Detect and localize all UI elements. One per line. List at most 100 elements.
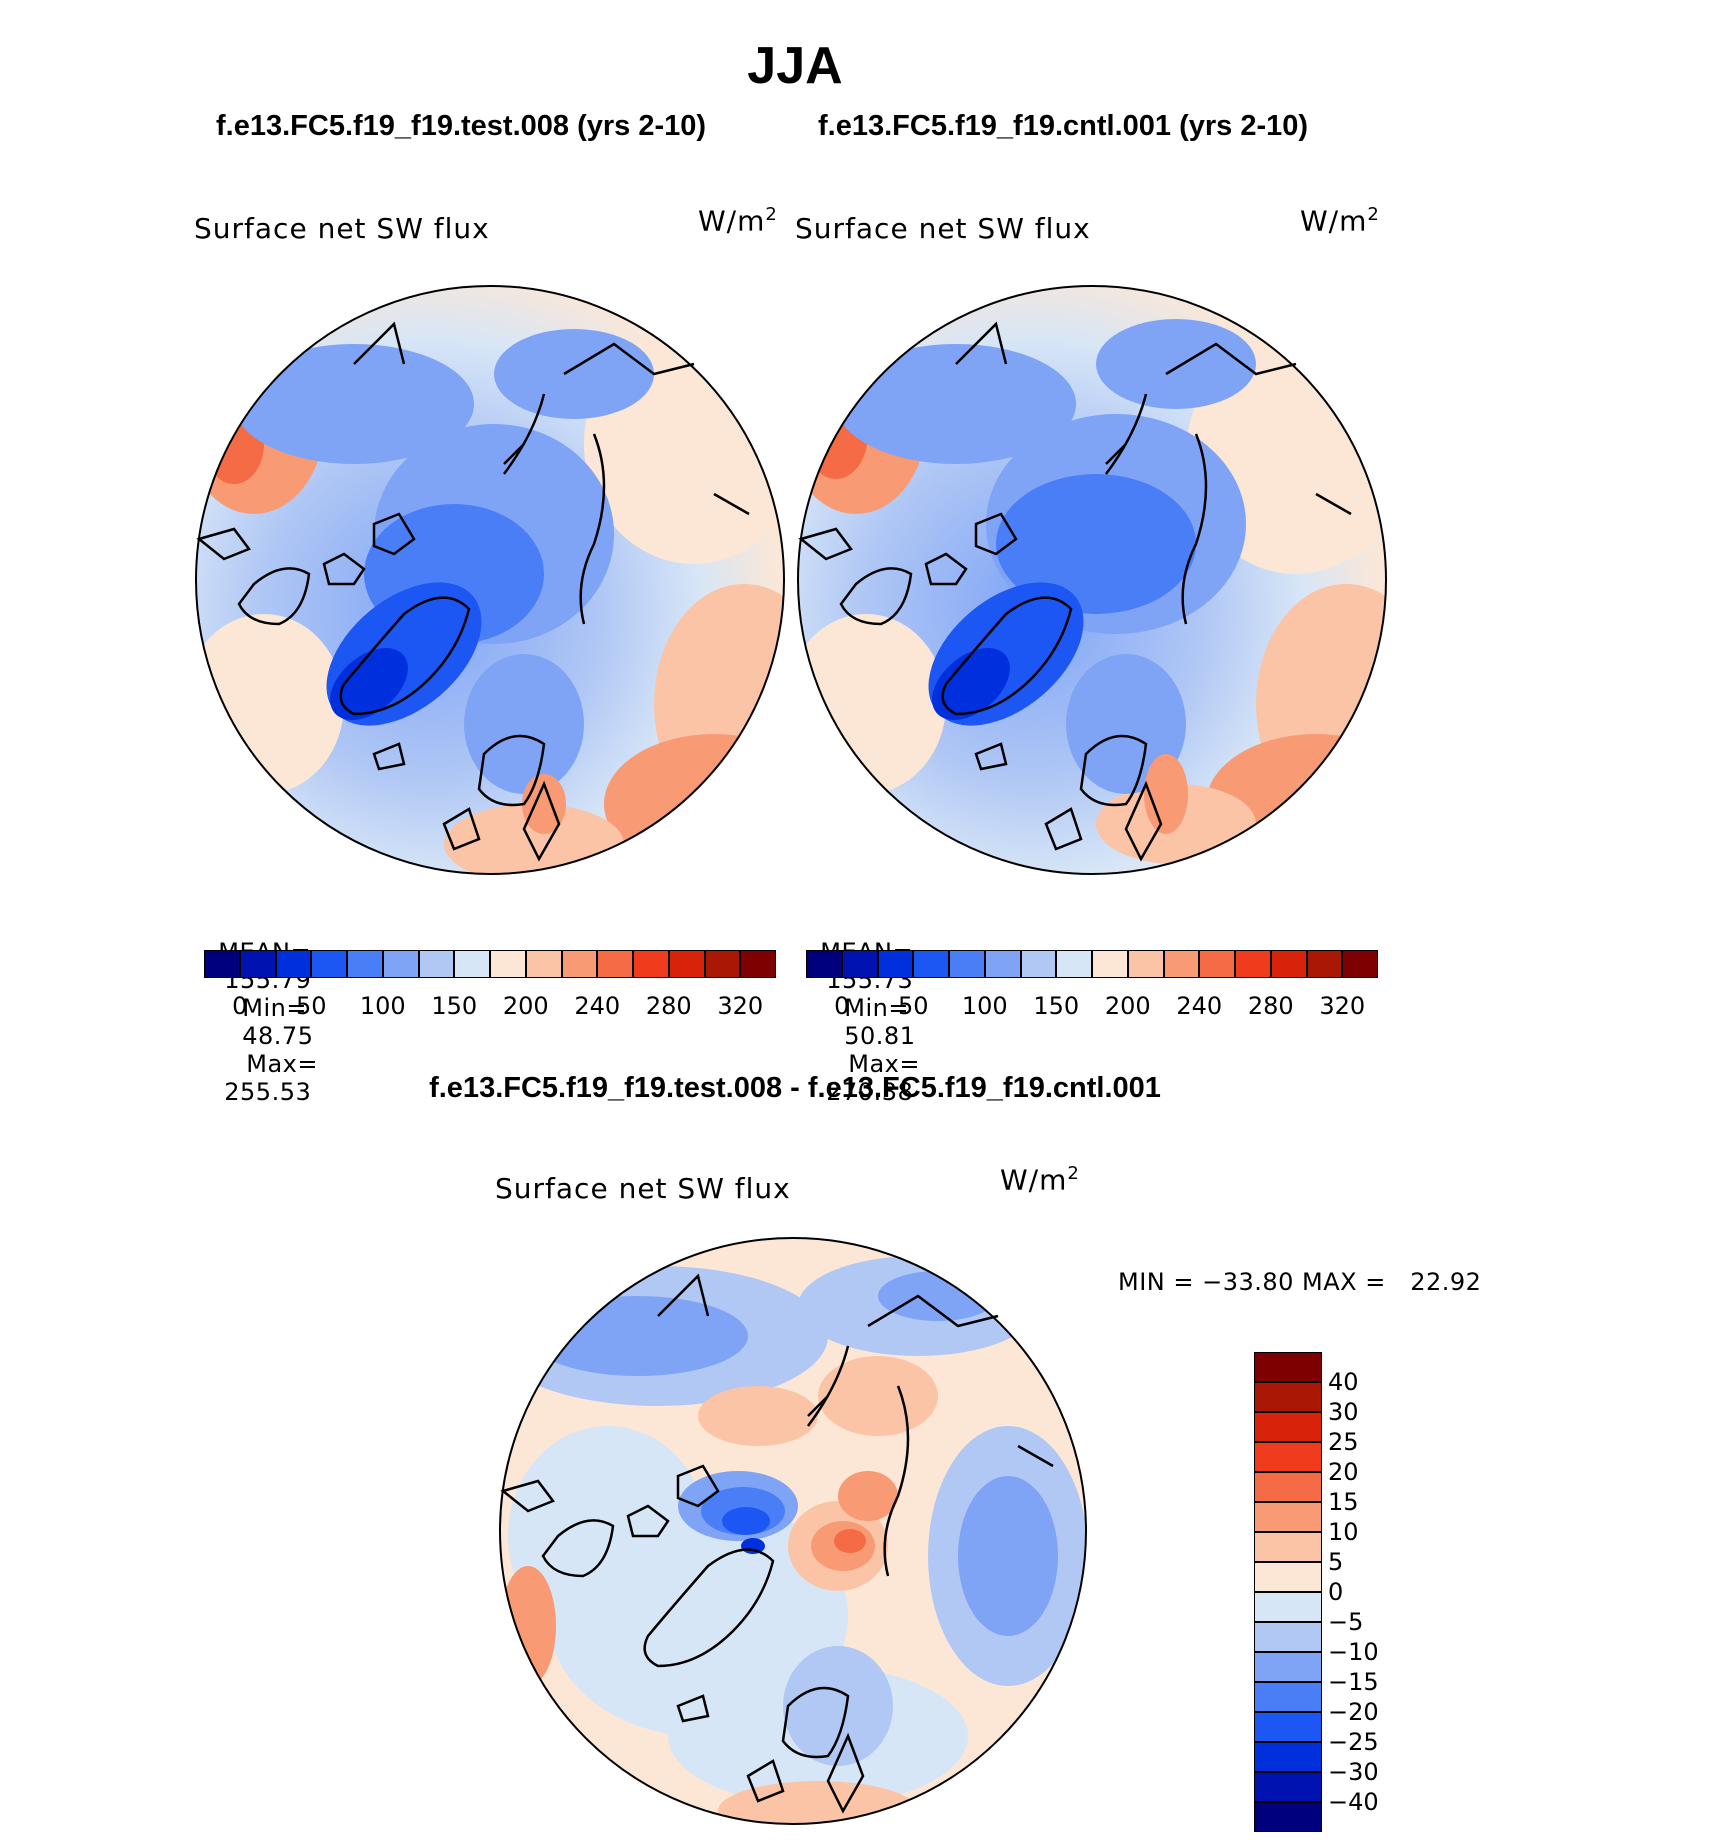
field-label: Surface net SW flux bbox=[795, 212, 1091, 245]
colorbar-tick-label: −10 bbox=[1328, 1638, 1379, 1666]
colorbar-swatch bbox=[275, 950, 312, 978]
colorbar-swatch bbox=[239, 950, 276, 978]
units-base: W/m bbox=[698, 204, 766, 238]
colorbar-swatch bbox=[204, 950, 240, 978]
colorbar-swatch bbox=[1056, 950, 1092, 978]
min-value: 48.75 bbox=[242, 1022, 314, 1050]
colorbar-swatch bbox=[1254, 1742, 1322, 1772]
max-label: Max= bbox=[246, 1050, 318, 1078]
units-label: W/m2 bbox=[1300, 204, 1380, 237]
colorbar-swatch bbox=[311, 950, 347, 978]
colorbar-swatch bbox=[1254, 1502, 1322, 1532]
colorbar-swatch bbox=[1254, 1352, 1322, 1382]
colorbar-swatch bbox=[1254, 1712, 1322, 1742]
colorbar-swatch bbox=[1199, 950, 1235, 978]
colorbar-swatch bbox=[1020, 950, 1057, 978]
colorbar-tick-label: 320 bbox=[717, 992, 764, 1020]
colorbar-swatch bbox=[984, 950, 1021, 978]
colorbar-tick-label: 240 bbox=[574, 992, 621, 1020]
colorbar-swatch bbox=[740, 950, 776, 978]
colorbar-swatch bbox=[490, 950, 526, 978]
colorbar-tick-label: 20 bbox=[1328, 1458, 1359, 1486]
cntl-colorbar: 0 50 100 150 200 240 280 320 bbox=[806, 950, 1378, 1030]
colorbar-tick-label: 0 bbox=[232, 992, 248, 1020]
units-exponent: 2 bbox=[1067, 1163, 1080, 1184]
colorbar-tick-label: 5 bbox=[1328, 1548, 1344, 1576]
colorbar-swatch bbox=[633, 950, 669, 978]
test-case-label: f.e13.FC5.f19_f19.test.008 (yrs 2-10) bbox=[216, 110, 707, 142]
colorbar-swatch bbox=[418, 950, 455, 978]
colorbar-swatch bbox=[1254, 1622, 1322, 1652]
colorbar-tick-label: 150 bbox=[431, 992, 478, 1020]
colorbar-swatch bbox=[1163, 950, 1200, 978]
min-label: Min= bbox=[242, 994, 307, 1022]
colorbar-tick-label: 320 bbox=[1319, 992, 1366, 1020]
colorbar-swatch bbox=[1254, 1652, 1322, 1682]
colorbar-swatch bbox=[1127, 950, 1164, 978]
colorbar-swatch bbox=[1254, 1772, 1322, 1802]
cntl-case-label: f.e13.FC5.f19_f19.cntl.001 (yrs 2-10) bbox=[818, 110, 1309, 142]
colorbar-tick-label: 100 bbox=[359, 992, 406, 1020]
units-base: W/m bbox=[1300, 204, 1368, 238]
diff-colorbar: 40 30 25 20 15 10 5 0 −5 −10 −15 −20 −25 −30 −40 bbox=[1254, 1352, 1424, 1832]
colorbar-swatch bbox=[806, 950, 842, 978]
colorbar-swatch bbox=[1270, 950, 1307, 978]
diff-minmax: MIN = −33.80 MAX = 22.92 bbox=[1118, 1268, 1482, 1296]
colorbar-tick-label: −25 bbox=[1328, 1728, 1379, 1756]
colorbar-tick-label: −20 bbox=[1328, 1698, 1379, 1726]
colorbar-tick-label: 0 bbox=[834, 992, 850, 1020]
colorbar-tick-label: 280 bbox=[1247, 992, 1294, 1020]
min-label: Min= bbox=[844, 994, 909, 1022]
colorbar-swatch bbox=[1306, 950, 1343, 978]
colorbar-tick-label: −15 bbox=[1328, 1668, 1379, 1696]
colorbar-swatch bbox=[704, 950, 741, 978]
colorbar-tick-label: 200 bbox=[1104, 992, 1151, 1020]
colorbar-tick-label: 10 bbox=[1328, 1518, 1359, 1546]
colorbar-swatch bbox=[1235, 950, 1271, 978]
colorbar-swatch bbox=[347, 950, 383, 978]
colorbar-swatch bbox=[382, 950, 419, 978]
cntl-polar-map bbox=[797, 285, 1387, 875]
colorbar-tick-label: −40 bbox=[1328, 1788, 1379, 1816]
diff-units-label: W/m2 bbox=[1000, 1163, 1080, 1196]
colorbar-tick-label: 240 bbox=[1176, 992, 1223, 1020]
colorbar-tick-label: −30 bbox=[1328, 1758, 1379, 1786]
colorbar-tick-label: 15 bbox=[1328, 1488, 1359, 1516]
max-label: Max= bbox=[848, 1050, 920, 1078]
units-exponent: 2 bbox=[765, 204, 778, 225]
colorbar-swatch bbox=[1254, 1682, 1322, 1712]
colorbar-swatch bbox=[1254, 1592, 1322, 1622]
colorbar-swatch bbox=[913, 950, 949, 978]
colorbar-swatch bbox=[877, 950, 914, 978]
diff-polar-map bbox=[499, 1237, 1087, 1825]
colorbar-swatch bbox=[1254, 1802, 1322, 1832]
colorbar-swatch bbox=[1254, 1562, 1322, 1592]
min-value: 50.81 bbox=[844, 1022, 916, 1050]
colorbar-tick-label: 50 bbox=[295, 992, 327, 1020]
max-value: 255.53 bbox=[224, 1078, 312, 1106]
units-exponent: 2 bbox=[1367, 204, 1380, 225]
colorbar-tick-label: 100 bbox=[961, 992, 1008, 1020]
diff-field-label: Surface net SW flux bbox=[495, 1172, 791, 1205]
test-polar-map bbox=[195, 285, 785, 875]
diff-title: f.e13.FC5.f19_f19.test.008 - f.e13.FC5.f… bbox=[429, 1072, 1161, 1104]
max-value: 270.38 bbox=[826, 1078, 914, 1106]
test-colorbar: 0 50 100 150 200 240 280 320 bbox=[204, 950, 776, 1030]
page-title: JJA bbox=[747, 37, 843, 95]
test-stats: MEAN= 155.79 Min= 48.75 Max= 255.53 bbox=[202, 910, 318, 1106]
colorbar-tick-label: 0 bbox=[1328, 1578, 1344, 1606]
colorbar-swatch bbox=[1254, 1412, 1322, 1442]
colorbar-tick-label: 50 bbox=[897, 992, 929, 1020]
field-label: Surface net SW flux bbox=[194, 212, 490, 245]
colorbar-tick-label: 25 bbox=[1328, 1428, 1359, 1456]
colorbar-tick-label: 280 bbox=[645, 992, 692, 1020]
colorbar-swatch bbox=[668, 950, 705, 978]
colorbar-tick-label: −5 bbox=[1328, 1608, 1364, 1636]
colorbar-swatch bbox=[841, 950, 878, 978]
colorbar-swatch bbox=[1254, 1532, 1322, 1562]
colorbar-swatch bbox=[525, 950, 562, 978]
units-base: W/m bbox=[1000, 1163, 1068, 1197]
colorbar-swatch bbox=[454, 950, 490, 978]
colorbar-swatch bbox=[1254, 1472, 1322, 1502]
colorbar-swatch bbox=[561, 950, 598, 978]
